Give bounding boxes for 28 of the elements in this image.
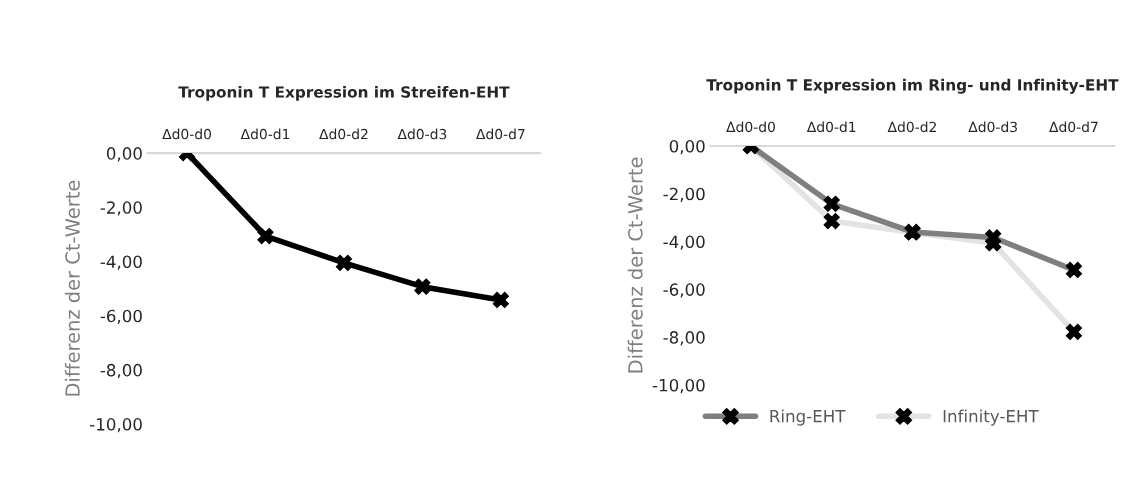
y-axis-title: Differenz der Ct-Werte: [64, 180, 80, 396]
legend-label: Ring-EHT: [770, 409, 846, 426]
legend-label: Infinity-EHT: [943, 409, 1039, 426]
y-tick-label: 0,00: [669, 139, 705, 155]
y-tick-label: -4,00: [100, 255, 142, 270]
y-tick-label: -10,00: [90, 418, 142, 433]
y-axis-title: Differenz der Ct-Werte: [627, 157, 643, 373]
y-tick-label: -6,00: [663, 283, 705, 298]
y-tick-label: -2,00: [663, 187, 705, 203]
x-tick-label: Δd0-d0: [162, 128, 212, 140]
y-tick-label: -4,00: [663, 235, 705, 250]
x-tick-label: Δd0-d7: [1049, 121, 1098, 133]
x-tick-label: Δd0-d3: [397, 128, 447, 140]
x-tick-label: Δd0-d2: [887, 121, 936, 133]
x-tick-label: Δd0-d7: [476, 128, 525, 140]
y-tick-label: -6,00: [100, 309, 142, 324]
y-tick-label: -2,00: [100, 201, 142, 216]
x-tick-label: Δd0-d1: [240, 128, 290, 140]
y-tick-label: -8,00: [663, 331, 705, 346]
x-tick-label: Δd0-d3: [968, 121, 1017, 133]
y-tick-label: 0,00: [106, 147, 142, 162]
chart-title: Troponin T Expression im Ring- und Infinity-EHT: [706, 78, 1119, 94]
x-tick-label: Δd0-d2: [319, 128, 368, 140]
y-tick-label: -10,00: [652, 378, 705, 394]
y-tick-label: -8,00: [100, 363, 142, 379]
x-tick-label: Δd0-d1: [806, 121, 856, 133]
chart-title: Troponin T Expression im Streifen-EHT: [178, 85, 510, 101]
x-tick-label: Δd0-d0: [726, 121, 775, 133]
